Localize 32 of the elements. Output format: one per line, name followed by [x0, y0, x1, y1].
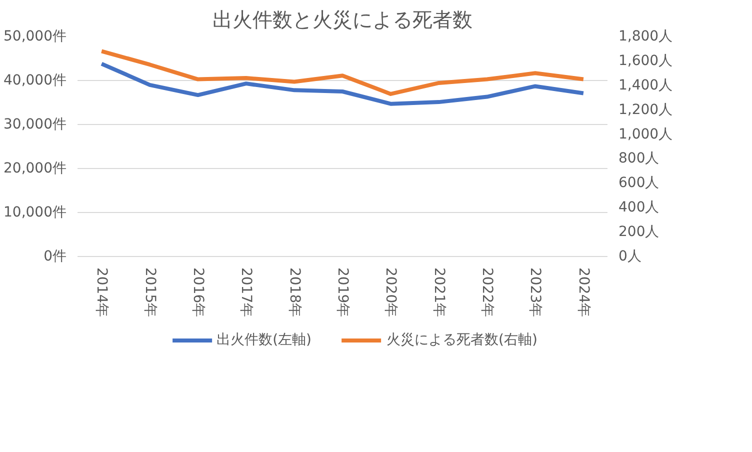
x-tick-label: 2022年 — [479, 268, 496, 318]
x-tick-label: 2014年 — [94, 268, 110, 318]
y-tick-label: 50,000件 — [4, 28, 67, 44]
x-tick-label: 2020年 — [382, 268, 399, 318]
line-series — [100, 62, 586, 106]
legend-label: 出火件数(左軸) — [216, 331, 312, 349]
x-tick-label: 2023年 — [527, 268, 544, 318]
y2-tick-label: 0人 — [618, 248, 642, 264]
y2-tick-label: 400人 — [618, 200, 660, 216]
y2-tick-label: 200人 — [618, 224, 660, 240]
y-tick-label: 30,000件 — [4, 116, 67, 132]
x-tick-label: 2019年 — [334, 268, 350, 318]
x-tick-label: 2016年 — [190, 268, 206, 318]
legend-label: 火災による死者数(右軸) — [386, 331, 538, 349]
x-tick-label: 2017年 — [238, 268, 254, 318]
y2-tick-label: 1,400人 — [618, 77, 673, 94]
y2-tick-label: 800人 — [618, 150, 660, 167]
y-tick-label: 40,000件 — [4, 72, 67, 88]
y2-tick-label: 1,800人 — [618, 28, 673, 44]
y2-tick-label: 1,600人 — [618, 52, 673, 69]
y2-tick-label: 1,000人 — [618, 126, 673, 142]
y-tick-label: 20,000件 — [4, 160, 67, 176]
y2-tick-label: 600人 — [618, 175, 660, 192]
x-tick-label: 2018年 — [286, 268, 302, 318]
y-tick-label: 0件 — [44, 248, 67, 264]
chart-title: 出火件数と火災による死者数 — [212, 8, 472, 32]
x-tick-label: 2024年 — [575, 268, 592, 318]
y2-tick-label: 1,200人 — [618, 102, 673, 118]
x-tick-label: 2015年 — [142, 268, 158, 318]
x-tick-label: 2021年 — [430, 268, 447, 318]
line-series — [100, 49, 586, 96]
y-tick-label: 10,000件 — [4, 204, 67, 220]
